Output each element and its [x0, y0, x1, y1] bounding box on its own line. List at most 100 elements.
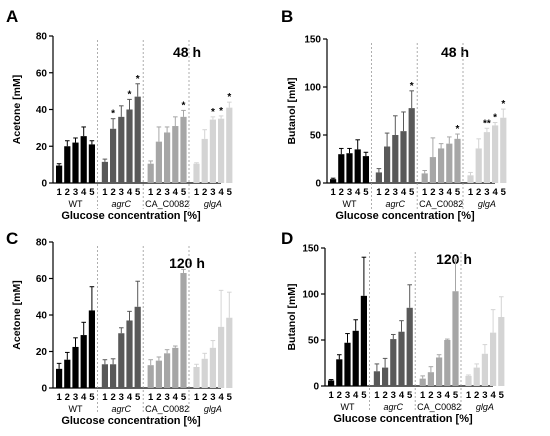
bar [500, 117, 507, 183]
significance-star: * [211, 107, 215, 118]
x-tick-label: 5 [227, 187, 233, 198]
x-tick-label: 4 [127, 187, 133, 198]
x-tick-label: 4 [355, 187, 361, 198]
significance-star: ** [483, 118, 491, 129]
y-tick-label: 150 [304, 35, 321, 46]
y-axis-label: Acetone [mM] [11, 280, 23, 349]
bar [155, 360, 162, 388]
x-tick-label: 5 [453, 390, 459, 401]
x-tick-label: 5 [501, 187, 507, 198]
group-label: glgA [204, 199, 222, 209]
x-tick-label: 2 [65, 392, 70, 403]
bar [218, 118, 225, 183]
bar [338, 154, 345, 183]
x-tick-label: 5 [499, 390, 505, 401]
y-tick-label: 40 [36, 105, 48, 116]
group-label: CA_C0082 [145, 404, 189, 414]
x-tick-label: 3 [438, 187, 443, 198]
bar [490, 332, 497, 386]
bar [344, 342, 351, 386]
x-tick-label: 4 [490, 390, 496, 401]
bar [118, 333, 125, 388]
panel-label: D [281, 229, 293, 248]
panel-label: C [6, 229, 18, 248]
bar [465, 375, 472, 386]
bar [398, 331, 405, 386]
bar [209, 119, 216, 183]
x-tick-label: 2 [430, 187, 435, 198]
x-tick-label: 3 [73, 392, 78, 403]
x-tick-label: 3 [119, 187, 124, 198]
bar [101, 364, 108, 388]
bar [64, 146, 71, 183]
bar [226, 107, 233, 183]
x-tick-label: 5 [455, 187, 461, 198]
y-tick-label: 0 [41, 179, 47, 190]
x-tick-label: 1 [328, 390, 334, 401]
significance-star: * [227, 92, 231, 103]
significance-star: * [219, 106, 223, 117]
significance-star: * [136, 74, 140, 85]
group-label: CA_C0082 [417, 402, 461, 412]
bar [384, 146, 391, 183]
y-tick-label: 150 [302, 244, 319, 255]
bar [110, 128, 117, 183]
group-label: WT [341, 402, 355, 412]
x-tick-label: 4 [81, 187, 87, 198]
group-label: CA_C0082 [419, 199, 463, 209]
x-axis-label: Glucose concentration [%] [61, 210, 201, 222]
x-tick-label: 1 [148, 187, 154, 198]
bar [193, 163, 200, 183]
significance-star: * [493, 113, 497, 124]
bar [64, 359, 71, 388]
group-label: agrC [384, 402, 404, 412]
x-tick-label: 1 [422, 187, 428, 198]
bar [134, 306, 141, 388]
bar [360, 295, 367, 386]
x-axis-label: Glucose concentration [%] [61, 415, 201, 427]
bar [473, 367, 480, 386]
x-tick-label: 3 [347, 187, 352, 198]
x-tick-label: 2 [337, 390, 342, 401]
x-tick-label: 1 [374, 390, 380, 401]
group-label: glgA [476, 402, 494, 412]
bar [80, 136, 87, 183]
group-label: agrC [112, 199, 132, 209]
group-label: WT [69, 404, 83, 414]
x-tick-label: 4 [218, 392, 224, 403]
x-tick-label: 3 [484, 187, 489, 198]
bar [467, 175, 474, 183]
bar [373, 371, 380, 386]
bar [226, 317, 233, 388]
x-tick-label: 4 [218, 187, 224, 198]
group-label: glgA [478, 199, 496, 209]
x-tick-label: 2 [384, 187, 389, 198]
x-tick-label: 4 [492, 187, 498, 198]
bar [452, 291, 459, 386]
x-tick-label: 1 [468, 187, 474, 198]
x-tick-label: 1 [102, 187, 108, 198]
bar [481, 353, 488, 386]
x-tick-label: 1 [466, 390, 472, 401]
y-axis-label: Acetone [mM] [11, 75, 23, 144]
x-tick-label: 1 [56, 392, 62, 403]
significance-star: * [501, 99, 505, 110]
bar [352, 330, 359, 386]
bar [382, 367, 389, 386]
x-tick-label: 1 [102, 392, 108, 403]
x-tick-label: 4 [399, 390, 405, 401]
x-tick-label: 3 [210, 392, 215, 403]
bar [362, 156, 369, 183]
bar [354, 149, 361, 183]
y-tick-label: 0 [41, 384, 47, 395]
x-tick-label: 5 [89, 187, 95, 198]
x-tick-label: 3 [482, 390, 487, 401]
group-label: WT [69, 199, 83, 209]
bar [498, 317, 505, 386]
significance-star: * [410, 81, 414, 92]
bar [390, 339, 397, 386]
bar [88, 310, 95, 388]
bar [72, 346, 79, 388]
